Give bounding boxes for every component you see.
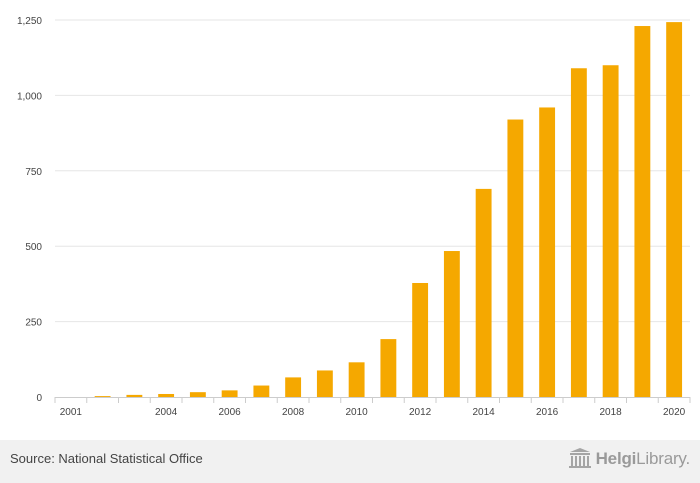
bar-2018 xyxy=(602,65,619,398)
bar-2015 xyxy=(507,119,524,397)
x-tick-label: 2014 xyxy=(473,407,496,418)
y-tick-label: 0 xyxy=(36,393,42,404)
bar-2005 xyxy=(189,392,206,397)
y-tick-label: 500 xyxy=(25,242,42,253)
bar-2011 xyxy=(380,339,397,397)
bar-2006 xyxy=(221,390,238,397)
brand-name-bold: Helgi xyxy=(595,449,637,468)
x-tick-label: 2008 xyxy=(282,407,305,418)
chart-footer: Source: National Statistical Office Helg… xyxy=(0,440,700,483)
y-tick-label: 250 xyxy=(25,318,42,329)
y-tick-label: 750 xyxy=(25,167,42,178)
helgilibrary-logo: HelgiLibrary. xyxy=(568,448,690,470)
x-tick-label: 2004 xyxy=(155,407,178,418)
bar-series xyxy=(94,22,683,398)
y-gridlines xyxy=(55,19,690,323)
bar-chart: 0 250 500 750 1,000 1,250 2001 2004 2006 2008 201… xyxy=(17,16,691,418)
x-tick-label: 2001 xyxy=(60,407,83,418)
x-tick-label: 2018 xyxy=(600,407,623,418)
x-tick-label: 2012 xyxy=(409,407,432,418)
x-tick-label: 2020 xyxy=(663,407,686,418)
bar-2014 xyxy=(475,188,492,397)
bar-2008 xyxy=(285,377,302,397)
brand-name-light: Library. xyxy=(636,449,690,468)
y-tick-label: 1,000 xyxy=(17,91,42,102)
bar-2019 xyxy=(634,26,651,397)
bar-2004 xyxy=(158,393,175,397)
bar-2017 xyxy=(570,68,587,398)
x-axis xyxy=(54,397,691,403)
y-tick-label: 1,250 xyxy=(17,16,42,27)
x-axis-tick-labels: 2001 2004 2006 2008 2010 2012 2014 2016 2018 2020 xyxy=(60,407,686,418)
bar-2009 xyxy=(316,370,333,397)
bar-2007 xyxy=(253,385,270,397)
bar-2013 xyxy=(443,251,460,397)
bar-2016 xyxy=(539,107,556,398)
x-tick-label: 2016 xyxy=(536,407,559,418)
bar-2010 xyxy=(348,362,365,397)
x-tick-label: 2010 xyxy=(346,407,369,418)
brand-name: HelgiLibrary. xyxy=(595,449,691,469)
x-tick-label: 2006 xyxy=(219,407,242,418)
source-note: Source: National Statistical Office xyxy=(10,451,203,466)
bar-2012 xyxy=(412,282,429,397)
library-building-icon xyxy=(568,448,591,468)
bar-2020 xyxy=(666,22,683,397)
y-axis-tick-labels: 0 250 500 750 1,000 1,250 xyxy=(17,16,42,404)
bar-2002 xyxy=(94,396,111,397)
bar-2003 xyxy=(126,394,143,397)
